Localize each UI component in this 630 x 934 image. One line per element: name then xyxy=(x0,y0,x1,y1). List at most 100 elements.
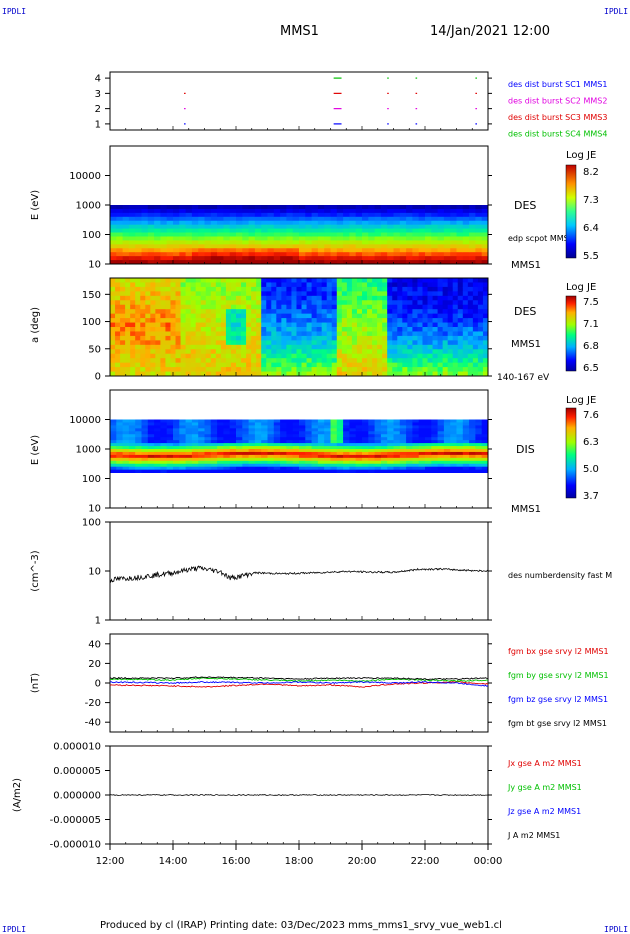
pitch-heat-cell xyxy=(150,313,156,319)
pitch-heat-cell xyxy=(256,291,262,297)
dis-heat-cell xyxy=(286,463,294,468)
pitch-heat-cell xyxy=(256,371,262,377)
pitch-heat-cell xyxy=(175,278,181,283)
pitch-heat-cell xyxy=(457,335,464,341)
pitch-heat-cell xyxy=(281,309,287,315)
pitch-heat-cell xyxy=(362,358,368,364)
pitch-heat-cell xyxy=(190,295,197,301)
pitch-heat-cell xyxy=(362,309,368,315)
des-heat-cell xyxy=(393,236,401,241)
des-heat-cell xyxy=(217,236,224,241)
pitch-heat-cell xyxy=(145,286,151,292)
des-heat-cell xyxy=(437,252,445,257)
spacecraft-title: MMS1 xyxy=(280,24,319,39)
pitch-heat-cell xyxy=(225,295,232,301)
pitch-heat-cell xyxy=(110,358,116,364)
des-heat-cell xyxy=(135,232,142,237)
pitch-bottom-label: 140-167 eV xyxy=(497,373,550,383)
pitch-heat-cell xyxy=(286,309,292,315)
pitch-heat-cell xyxy=(160,371,166,377)
dis-heat-cell xyxy=(173,419,180,423)
des-heat-cell xyxy=(185,224,193,229)
dis-heat-cell xyxy=(368,437,375,441)
des-heat-cell xyxy=(160,252,168,257)
dis-heat-cell xyxy=(462,425,470,429)
des-heat-cell xyxy=(248,220,256,226)
des-heat-cell xyxy=(236,252,243,257)
pitch-heat-cell xyxy=(276,327,282,332)
des-heat-cell xyxy=(254,252,262,257)
dis-heat-cell xyxy=(349,463,357,468)
dis-heat-cell xyxy=(267,449,275,453)
dis-heat-cell xyxy=(242,443,249,447)
pitch-heat-cell xyxy=(185,367,192,372)
pitch-heat-cell xyxy=(321,313,328,319)
dis-heat-cell xyxy=(242,437,249,441)
pitch-heat-cell xyxy=(291,340,297,346)
des-heat-cell xyxy=(173,224,180,229)
des-heat-cell xyxy=(273,212,281,218)
pitch-heat-cell xyxy=(155,291,161,297)
pitch-heat-cell xyxy=(442,300,449,306)
dis-heat-cell xyxy=(173,454,180,459)
dis-heat-cell xyxy=(242,425,249,429)
pitch-heat-cell xyxy=(351,353,358,359)
pitch-heat-cell xyxy=(205,340,212,346)
dis-heat-cell xyxy=(286,446,294,450)
pitch-heat-cell xyxy=(230,327,237,332)
pitch-heat-cell xyxy=(326,340,333,346)
pitch-heat-cell xyxy=(155,300,161,306)
dis-heat-cell xyxy=(418,446,426,450)
dis-heat-cell xyxy=(481,434,489,438)
pitch-heat-cell xyxy=(120,349,126,355)
pitch-heat-cell xyxy=(180,295,186,301)
pitch-heat-cell xyxy=(397,322,403,328)
dis-heat-cell xyxy=(173,469,180,473)
pitch-heat-cell xyxy=(316,286,323,292)
des-heat-cell xyxy=(475,224,483,229)
pitch-heat-cell xyxy=(482,344,489,350)
des-heat-cell xyxy=(173,244,180,249)
des-heat-cell xyxy=(380,224,388,229)
pitch-heat-cell xyxy=(301,353,307,359)
des-heat-cell xyxy=(204,212,212,218)
pitch-heat-cell xyxy=(397,309,403,315)
pitch-heat-cell xyxy=(170,367,176,372)
des-heat-cell xyxy=(210,256,218,261)
des-heat-cell xyxy=(450,252,457,257)
dis-heat-cell xyxy=(443,443,451,447)
pitch-heat-cell xyxy=(397,291,403,297)
pitch-heat-cell xyxy=(271,318,277,323)
des-heat-cell xyxy=(198,224,205,229)
des-heat-cell xyxy=(336,212,344,218)
pitch-heat-cell xyxy=(200,304,207,310)
des-heat-cell xyxy=(191,240,199,245)
des-heat-cell xyxy=(248,224,256,229)
dis-heat-cell xyxy=(217,434,224,438)
des-heat-cell xyxy=(135,205,142,210)
pitch-heat-cell xyxy=(326,358,333,364)
dis-heat-cell xyxy=(336,469,344,473)
des-heat-cell xyxy=(254,205,262,210)
pitch-heat-cell xyxy=(447,304,454,310)
dis-heat-cell xyxy=(362,463,369,468)
dis-heat-cell xyxy=(236,463,243,468)
des-heat-cell xyxy=(299,216,306,222)
des-overlay-label: edp scpot MMS1 xyxy=(508,234,574,243)
dis-heat-cell xyxy=(317,446,325,450)
dis-heat-cell xyxy=(128,425,136,429)
des-heat-cell xyxy=(450,244,457,249)
pitch-heat-cell xyxy=(432,309,438,315)
dis-heat-cell xyxy=(374,449,382,453)
pitch-heat-cell xyxy=(175,282,181,288)
pitch-heat-cell xyxy=(225,282,232,288)
pitch-heat-cell xyxy=(457,300,464,306)
pitch-heat-cell xyxy=(346,367,353,372)
pitch-heat-cell xyxy=(271,331,277,337)
colorbar-pitch-title: Log JE xyxy=(566,282,596,293)
dis-heat-cell xyxy=(305,419,312,423)
pitch-heat-cell xyxy=(412,362,418,368)
pitch-heat-cell xyxy=(246,367,252,372)
des-heat-cell xyxy=(242,260,249,265)
